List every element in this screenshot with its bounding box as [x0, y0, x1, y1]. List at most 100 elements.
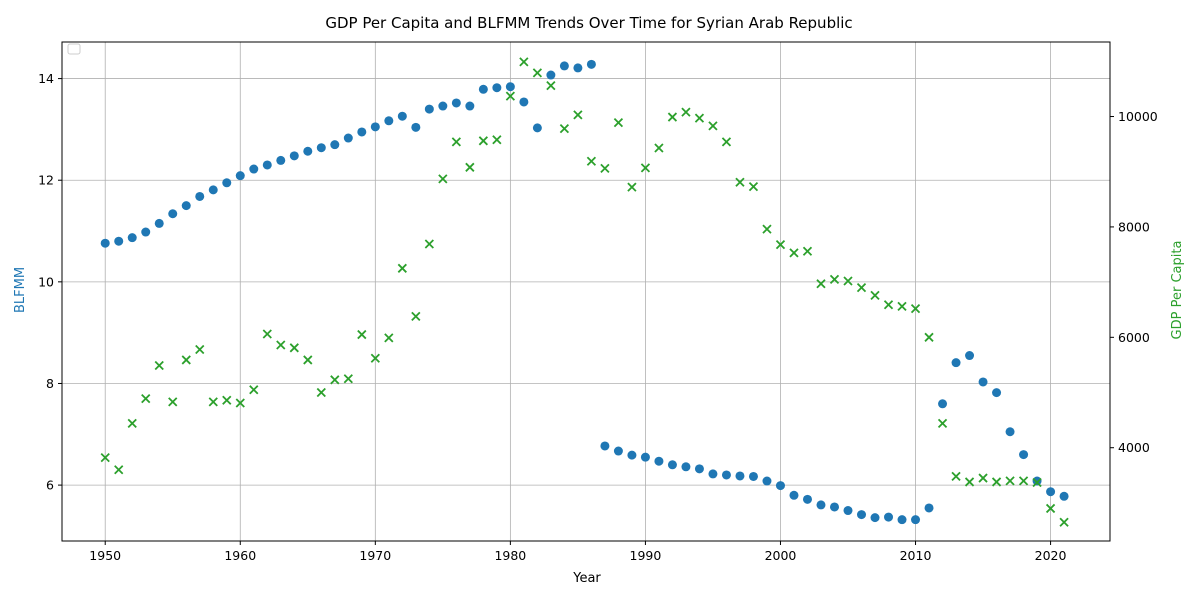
blfmm-point [465, 101, 475, 111]
blfmm-point [154, 218, 164, 228]
y-left-tick-label: 8 [46, 376, 54, 391]
gdp-point [262, 329, 272, 339]
blfmm-point [303, 146, 313, 156]
blfmm-point [938, 399, 948, 409]
blfmm-point [951, 358, 961, 368]
x-tick-label: 2000 [765, 548, 797, 563]
gdp-point [667, 112, 678, 122]
blfmm-point [802, 494, 812, 504]
blfmm-point [546, 70, 556, 80]
gdp-point [694, 113, 705, 123]
gdp-point [951, 471, 961, 482]
blfmm-point [600, 441, 610, 451]
gdp-point [627, 182, 637, 192]
blfmm-point [1059, 491, 1069, 501]
y-left-tick-label: 10 [38, 274, 54, 289]
blfmm-point [897, 515, 907, 525]
blfmm-point [1005, 427, 1015, 437]
gdp-point [654, 143, 664, 153]
gdp-point [492, 135, 502, 145]
y-right-tick-label: 6000 [1118, 330, 1150, 345]
gdp-point [127, 418, 137, 429]
gdp-point [1032, 477, 1042, 488]
blfmm-point [654, 456, 664, 466]
blfmm-point [559, 61, 569, 71]
gdp-point [613, 117, 624, 128]
x-tick-label: 1990 [630, 548, 662, 563]
blfmm-point [789, 490, 799, 500]
blfmm-point [397, 111, 407, 121]
gdp-point [1045, 503, 1056, 514]
blfmm-point [1019, 450, 1029, 460]
blfmm-point [681, 462, 691, 472]
gdp-point [991, 477, 1002, 487]
x-tick-label: 1950 [89, 548, 121, 563]
gdp-point [573, 110, 583, 120]
gdp-point [816, 279, 826, 289]
blfmm-point [127, 233, 137, 243]
gdp-point [748, 181, 759, 192]
gdp-point [478, 136, 488, 146]
blfmm-point [870, 513, 880, 523]
gdp-point [343, 374, 353, 384]
blfmm-point [492, 83, 502, 93]
blfmm-point [276, 155, 286, 165]
y-left-tick-label: 6 [46, 478, 54, 493]
blfmm-point [289, 151, 299, 161]
gdp-point [249, 385, 259, 395]
blfmm-point [816, 500, 826, 510]
blfmm-point [992, 388, 1002, 398]
gdp-point [856, 282, 867, 293]
gdp-point [424, 239, 434, 249]
gdp-point [708, 121, 718, 131]
gdp-point [303, 355, 313, 365]
blfmm-point [721, 470, 731, 480]
x-axis-label: Year [572, 571, 601, 586]
blfmm-point [370, 122, 380, 132]
gdp-point [222, 395, 232, 405]
gdp-point [1018, 476, 1029, 486]
blfmm-point [316, 143, 326, 153]
gdp-point [438, 174, 448, 184]
y-axis-label-left: BLFMM [13, 267, 28, 313]
blfmm-point [586, 59, 596, 69]
legend [67, 43, 81, 55]
blfmm-point [667, 460, 677, 470]
blfmm-point [114, 236, 124, 246]
gdp-point [357, 329, 367, 340]
plot-frame [61, 41, 1111, 542]
blfmm-point [195, 191, 205, 201]
gdp-point [316, 387, 326, 398]
gdp-point [978, 473, 988, 483]
ticks: 1950 1960 1970 1980 1990 2000 2010 2020 6 8 10 12 14… [38, 71, 1158, 563]
blfmm-point [141, 227, 151, 237]
blfmm-point [168, 209, 178, 219]
y-left-tick-label: 12 [38, 173, 54, 188]
blfmm-point [519, 97, 529, 107]
blfmm-point [384, 116, 394, 126]
blfmm-point [478, 84, 488, 94]
gdp-point [384, 333, 394, 343]
gdp-point [640, 163, 651, 173]
blfmm-point [965, 351, 975, 361]
gdp-point [964, 477, 975, 487]
gdp-point [924, 332, 934, 342]
blfmm-point [613, 446, 623, 456]
gdp-point [505, 91, 516, 101]
chart-title: GDP Per Capita and BLFMM Trends Over Tim… [325, 14, 852, 32]
blfmm-point [262, 160, 272, 170]
blfmm-point [424, 104, 434, 114]
blfmm-point [775, 481, 785, 491]
gdp-point [721, 137, 732, 147]
blfmm-point [411, 122, 421, 132]
blfmm-point [343, 133, 353, 143]
gdp-point [411, 311, 421, 321]
y-right-tick-label: 8000 [1118, 219, 1150, 234]
gdp-point [789, 248, 799, 258]
blfmm-point [222, 178, 232, 188]
blfmm-point [857, 510, 867, 520]
gdp-point [141, 393, 151, 404]
blfmm-point [640, 452, 650, 462]
gdp-point [276, 340, 286, 350]
